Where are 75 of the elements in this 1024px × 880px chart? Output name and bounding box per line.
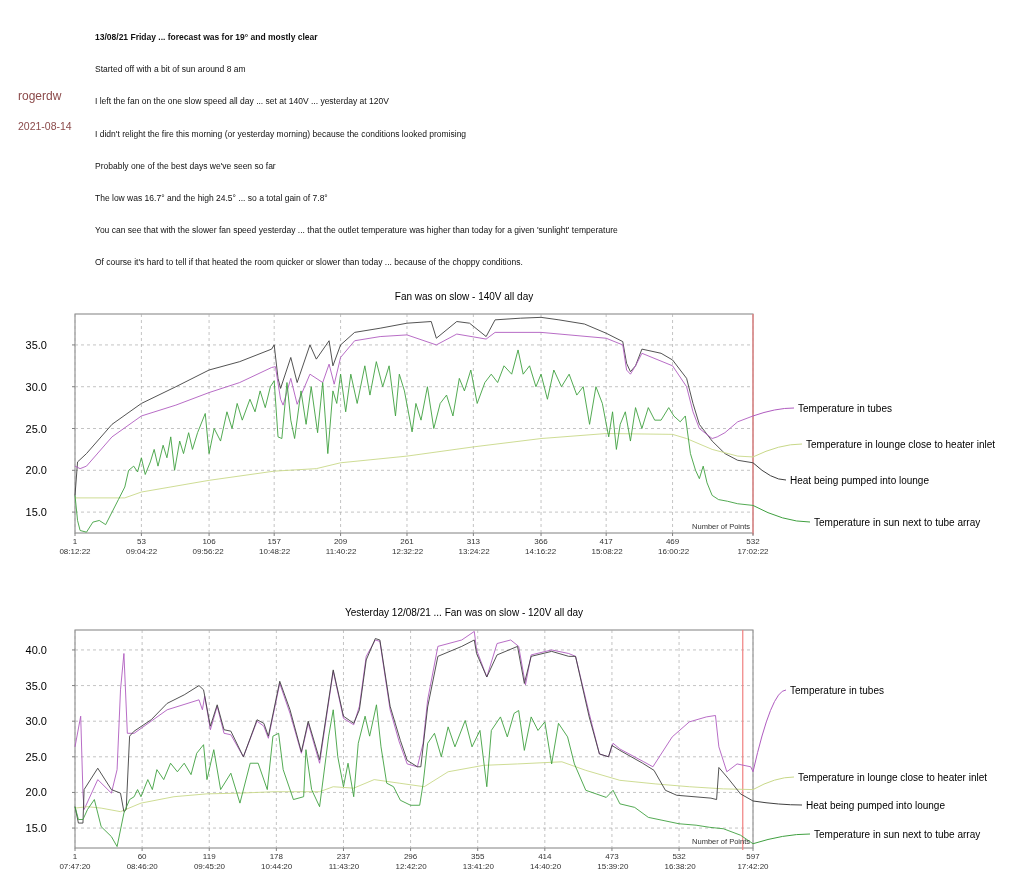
text: Of course it's hard to tell if that heated the room quicker or slower than today ... because of the choppy conditions. <box>95 257 523 268</box>
x-tick-label: 209 <box>333 537 348 546</box>
x-tick-label: 261 <box>400 537 415 546</box>
chart-title: Fan was on slow - 140V all day <box>394 291 534 302</box>
y-tick-label: 15.0 <box>25 506 47 519</box>
x-tick-label: 355 <box>471 852 485 861</box>
x2-tick-label: 11:43:20 <box>328 862 360 871</box>
x2-tick-label: 13:41:20 <box>462 862 495 871</box>
y-tick-label: 30.0 <box>25 715 47 728</box>
chart-title: Yesterday 12/08/21 ... Fan was on slow - 120V all day <box>344 607 584 618</box>
x-tick-label: 157 <box>267 537 282 546</box>
x2-tick-label: 10:44:20 <box>261 862 293 871</box>
text: Temperature in sun next to tube array <box>814 516 981 528</box>
x2-tick-label: 14:16:22 <box>525 547 557 556</box>
text: 13/08/21 Friday ... forecast was for 19° and mostly clear <box>95 32 319 42</box>
x-tick-label: 532 <box>746 537 761 546</box>
y-tick-label: 25.0 <box>25 750 47 763</box>
x2-tick-label: 16:38:20 <box>664 862 697 871</box>
text: The low was 16.7° and the high 24.5° ... so a total gain of 7.8° <box>95 193 328 203</box>
legend-label: Temperature in tubes <box>798 402 892 414</box>
x2-tick-label: 13:24:22 <box>458 547 491 556</box>
x-tick-label: 469 <box>665 537 680 546</box>
y-tick-label: 20.0 <box>25 786 47 799</box>
legend-label: Temperature in lounge close to heater inlet <box>798 771 988 783</box>
y-tick-label: 35.0 <box>25 679 47 692</box>
x2-tick-label: 17:42:20 <box>737 862 770 871</box>
text: You can see that with the slower fan speed yesterday ... that the outlet temperature was higher than today for a given 'sunlight' temperature <box>95 225 618 236</box>
x2-tick-label: 14:40:20 <box>530 862 562 871</box>
legend-label: Heat being pumped into lounge <box>806 799 946 811</box>
x2-tick-label: 16:00:22 <box>658 547 690 556</box>
x2-tick-label: 12:42:20 <box>395 862 428 871</box>
y-tick-label: 20.0 <box>25 464 47 477</box>
x2-tick-label: 15:08:22 <box>591 547 624 556</box>
x2-tick-label: 08:12:22 <box>59 547 92 556</box>
x-tick-label: 473 <box>605 852 620 861</box>
x2-tick-label: 15:39:20 <box>597 862 629 871</box>
text: I didn't relight the fire this morning (or yesterday morning) because the conditions looked promising <box>95 128 467 139</box>
y-tick-label: 35.0 <box>25 338 47 351</box>
text: Temperature in tubes <box>790 684 884 696</box>
x2-tick-label: 09:04:22 <box>125 547 158 556</box>
text: rogerdw <box>18 89 62 103</box>
x-tick-label: 597 <box>746 852 761 861</box>
y-tick-label: 25.0 <box>25 422 47 435</box>
y-tick-label: 40.0 <box>25 643 47 656</box>
x2-tick-label: 09:45:20 <box>193 862 226 871</box>
x2-tick-label: 10:48:22 <box>258 547 291 556</box>
x-tick-label: 1 <box>72 852 78 861</box>
x-tick-label: 53 <box>136 537 147 546</box>
x-tick-label: 237 <box>336 852 351 861</box>
text: 2021-08-14 <box>18 120 72 132</box>
x-tick-label: 178 <box>269 852 284 861</box>
x2-tick-label: 08:46:20 <box>126 862 159 871</box>
x-tick-label: 119 <box>202 852 217 861</box>
x2-tick-label: 11:40:22 <box>325 547 357 556</box>
x-tick-label: 296 <box>403 852 418 861</box>
text: Heat being pumped into lounge <box>790 474 930 486</box>
x-tick-label: 106 <box>202 537 217 546</box>
text: Started off with a bit of sun around 8 am <box>95 64 246 75</box>
x-tick-label: 60 <box>137 852 148 861</box>
text: I left the fan on the one slow speed all day ... set at 140V ... yesterday at 120V <box>95 96 390 107</box>
y-tick-label: 30.0 <box>25 380 47 393</box>
text: Temperature in sun next to tube array <box>814 828 981 840</box>
y-tick-label: 15.0 <box>25 822 47 835</box>
x2-tick-label: 07:47:20 <box>59 862 92 871</box>
legend-label: Temperature in lounge close to heater inlet <box>806 438 996 450</box>
x-tick-label: 1 <box>72 537 78 546</box>
x2-tick-label: 12:32:22 <box>392 547 424 556</box>
x2-tick-label: 09:56:22 <box>192 547 225 556</box>
x2-tick-label: 17:02:22 <box>737 547 770 556</box>
x-tick-label: 532 <box>672 852 687 861</box>
x-tick-label: 414 <box>538 852 553 861</box>
x-tick-label: 366 <box>534 537 549 546</box>
x-tick-label: 417 <box>599 537 614 546</box>
x-tick-label: 313 <box>466 537 481 546</box>
text: Probably one of the best days we've seen so far <box>95 160 276 171</box>
